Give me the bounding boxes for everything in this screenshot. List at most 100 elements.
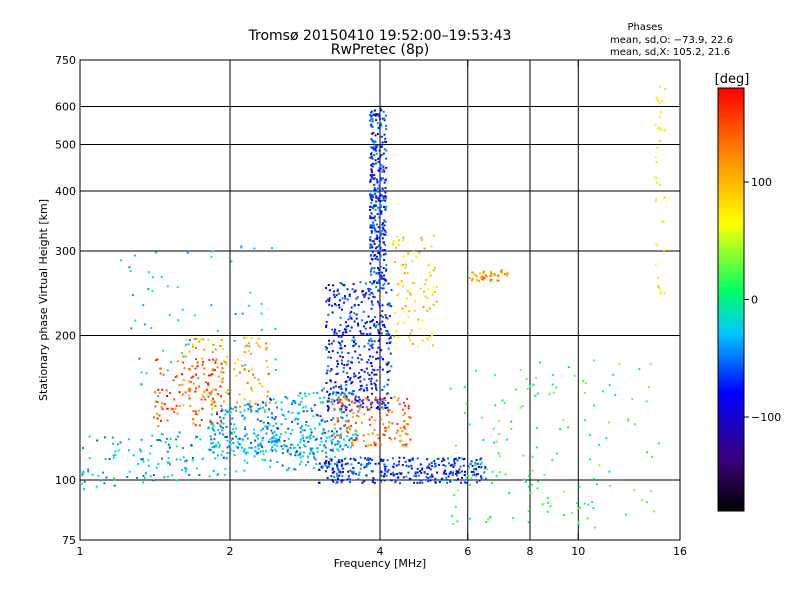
data-point (218, 416, 221, 419)
data-point (316, 392, 319, 394)
data-point (358, 398, 361, 401)
data-point (212, 451, 215, 454)
data-point (379, 459, 382, 462)
data-point (491, 482, 494, 484)
data-point (342, 396, 345, 398)
data-point (381, 407, 384, 410)
data-point (83, 480, 86, 483)
data-point (297, 443, 300, 446)
data-point (387, 333, 390, 336)
data-point (244, 434, 246, 437)
data-point (385, 330, 388, 332)
data-point (249, 291, 252, 294)
data-point (344, 295, 346, 298)
data-point (388, 409, 391, 411)
data-point (327, 406, 330, 409)
data-point (334, 329, 337, 332)
data-point (453, 462, 456, 465)
data-point (348, 481, 351, 484)
data-point (248, 345, 251, 348)
data-point (316, 414, 319, 417)
data-point (328, 465, 330, 468)
data-point (375, 285, 378, 288)
data-point (145, 372, 148, 375)
data-point (382, 401, 385, 404)
data-point (327, 298, 329, 301)
data-point (230, 260, 233, 263)
data-point (336, 420, 339, 423)
data-point (384, 468, 387, 470)
data-point (359, 376, 362, 378)
data-point (259, 420, 262, 422)
data-point (241, 312, 244, 315)
data-point (527, 521, 530, 524)
data-point (346, 445, 349, 448)
data-point (312, 391, 315, 394)
data-point (335, 391, 338, 394)
data-point (458, 456, 461, 459)
data-point (280, 433, 283, 436)
data-point (250, 446, 253, 449)
data-point (420, 471, 423, 474)
data-point (197, 377, 200, 380)
data-point (151, 434, 154, 437)
data-point (380, 349, 383, 352)
data-point (261, 450, 264, 453)
data-point (381, 170, 384, 173)
data-point (660, 111, 663, 114)
data-point (423, 471, 426, 474)
data-point (358, 345, 360, 348)
data-point (319, 443, 322, 446)
data-point (341, 297, 344, 300)
data-point (226, 439, 229, 442)
data-point (166, 395, 169, 397)
data-point (346, 427, 349, 430)
data-point (384, 186, 387, 189)
data-point (235, 427, 237, 430)
data-point (221, 377, 224, 380)
data-point (369, 180, 372, 183)
data-point (324, 446, 327, 449)
data-point (235, 374, 238, 377)
data-point (189, 389, 192, 391)
data-point (373, 441, 376, 444)
data-point (338, 299, 341, 302)
data-point (243, 409, 246, 412)
data-point (645, 400, 648, 403)
data-point (428, 271, 431, 274)
data-point (546, 510, 549, 513)
data-point (136, 477, 138, 479)
data-point (299, 431, 302, 434)
data-point (383, 324, 386, 326)
data-point (340, 479, 343, 482)
data-point (352, 472, 355, 475)
data-point (431, 344, 434, 347)
data-point (407, 404, 410, 407)
data-point (264, 401, 267, 404)
data-point (482, 270, 485, 273)
data-point (427, 288, 430, 291)
data-point (376, 246, 379, 248)
data-point (230, 407, 233, 410)
data-point (229, 411, 232, 414)
data-point (226, 355, 229, 358)
data-point (510, 427, 513, 430)
data-point (378, 115, 381, 118)
data-point (363, 370, 366, 373)
data-point (377, 127, 380, 130)
data-point (209, 435, 212, 438)
data-point (589, 458, 592, 461)
data-point (493, 272, 496, 275)
data-point (270, 429, 273, 432)
data-point (354, 342, 357, 345)
data-point (347, 324, 350, 327)
data-point (142, 481, 144, 484)
data-point (342, 366, 345, 369)
data-point (318, 481, 321, 484)
data-point (525, 481, 527, 484)
data-point (328, 289, 331, 292)
data-point (269, 465, 272, 468)
data-point (464, 474, 466, 477)
data-point (489, 275, 492, 277)
